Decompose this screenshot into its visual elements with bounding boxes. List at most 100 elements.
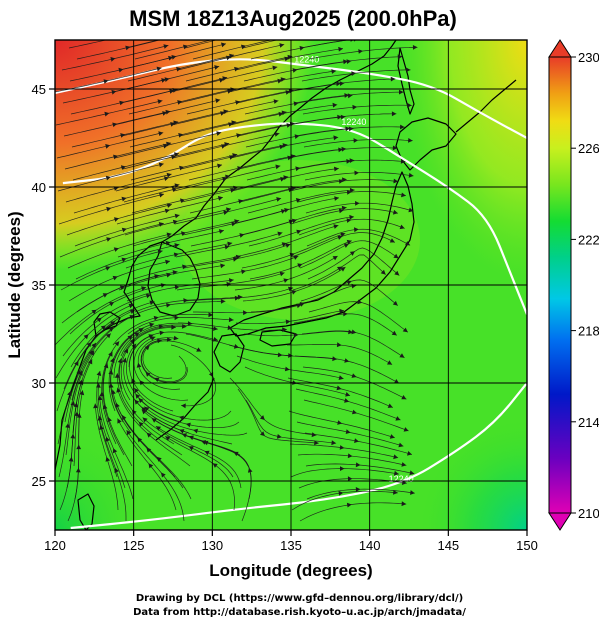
streamline-arrow <box>355 487 361 492</box>
streamline-arrow <box>135 393 141 399</box>
streamline-arrow <box>120 133 126 138</box>
streamline-arrow <box>232 153 238 158</box>
streamline-arrow <box>392 209 398 215</box>
y-tick-label: 30 <box>32 376 46 391</box>
streamline-arrow <box>180 198 185 203</box>
streamline-arrow <box>138 398 144 403</box>
streamline-arrow <box>176 66 182 72</box>
streamline-arrow <box>105 144 111 149</box>
streamline-arrow <box>338 147 343 153</box>
streamline-arrow <box>299 45 305 51</box>
streamline-arrow <box>293 255 299 260</box>
streamline-arrow <box>392 145 398 151</box>
streamline-arrow <box>113 247 119 252</box>
streamline-arrow <box>177 100 183 105</box>
streamline-arrow <box>97 415 103 421</box>
streamline-arrow <box>294 134 300 139</box>
streamline-arrow <box>174 243 180 248</box>
streamline <box>134 40 212 60</box>
streamline-arrow <box>276 197 282 202</box>
streamline-arrow <box>108 351 113 357</box>
streamline-arrow <box>238 199 244 204</box>
streamline-arrow <box>228 278 234 283</box>
streamline-arrow <box>234 66 240 72</box>
streamline-arrow <box>134 399 140 405</box>
streamline-arrow <box>344 398 350 403</box>
streamline-arrow <box>291 218 297 224</box>
streamline-arrow <box>273 99 279 104</box>
streamline-arrow <box>236 133 242 138</box>
streamline-arrow <box>178 133 184 138</box>
streamline-arrow <box>349 214 354 220</box>
streamline-arrow <box>121 257 127 263</box>
streamline-arrow <box>342 177 347 183</box>
streamline-arrow <box>166 141 172 147</box>
streamline-arrow <box>275 164 281 170</box>
streamline-arrow <box>277 231 283 237</box>
streamline-arrow <box>272 65 278 71</box>
streamline-arrow <box>65 423 70 428</box>
streamline-arrow <box>408 172 414 178</box>
streamline-arrow <box>173 120 179 126</box>
streamline-arrow <box>408 207 414 213</box>
streamline-arrow <box>284 366 290 372</box>
streamline-arrow <box>74 360 79 366</box>
streamline-arrow <box>412 45 418 50</box>
streamline-arrow <box>87 359 93 365</box>
streamline-arrow <box>397 54 403 60</box>
streamline-arrow <box>103 363 109 369</box>
streamline-arrow <box>164 176 169 181</box>
streamline-arrow <box>114 217 119 222</box>
streamline-arrow <box>339 308 344 314</box>
streamline-arrow <box>172 219 178 225</box>
streamline-arrow <box>183 298 188 303</box>
streamline-arrow <box>338 46 343 52</box>
streamline-arrow <box>354 227 359 233</box>
streamline-arrow <box>339 445 345 450</box>
streamline-arrow <box>158 162 164 168</box>
x-tick-label: 135 <box>280 538 302 553</box>
streamline-arrow <box>395 416 401 421</box>
streamline-arrow <box>237 294 243 300</box>
streamline-arrow <box>339 81 345 86</box>
streamline-arrow <box>279 271 285 277</box>
x-tick-label: 120 <box>44 538 66 553</box>
streamline-arrow <box>73 402 79 408</box>
streamline-arrow <box>174 285 180 290</box>
streamline-arrow <box>408 138 413 143</box>
coastline-kuril <box>455 79 517 133</box>
streamline-arrow <box>222 177 228 182</box>
streamline-arrow <box>110 321 116 326</box>
streamline-arrow <box>156 456 162 462</box>
streamline-arrow <box>405 241 411 246</box>
streamline-arrow <box>393 454 399 460</box>
streamline-arrow <box>144 345 150 351</box>
y-tick-labels: 25 30 35 40 45 <box>32 82 46 489</box>
y-tick-label: 40 <box>32 180 46 195</box>
streamline-arrow <box>141 286 147 291</box>
streamline-arrow <box>296 229 302 235</box>
streamline-arrow <box>106 237 112 242</box>
streamline-arrow <box>225 174 230 180</box>
streamline-arrow <box>343 243 349 248</box>
streamline-arrow <box>239 233 245 238</box>
colorbar-label: 230 <box>578 50 599 65</box>
streamline-arrow <box>181 324 187 329</box>
warm-region-northeast <box>400 40 527 280</box>
streamline-arrow <box>146 432 152 438</box>
streamline-arrow <box>391 330 397 336</box>
streamline-arrow <box>171 154 176 160</box>
streamline-arrow <box>222 76 228 81</box>
streamline-arrow <box>346 239 352 245</box>
streamline-arrow <box>134 388 139 394</box>
axis-ticks <box>49 88 528 536</box>
streamline-arrow <box>351 329 357 335</box>
x-tick-label: 145 <box>437 538 459 553</box>
streamline-arrow <box>297 263 303 268</box>
colorbar-label: 218 <box>578 324 599 339</box>
streamline-arrow <box>216 131 222 136</box>
streamline-arrow <box>332 256 338 261</box>
streamline-arrow <box>311 432 317 438</box>
x-tick-label: 150 <box>516 538 538 553</box>
streamline-arrow <box>237 166 243 171</box>
